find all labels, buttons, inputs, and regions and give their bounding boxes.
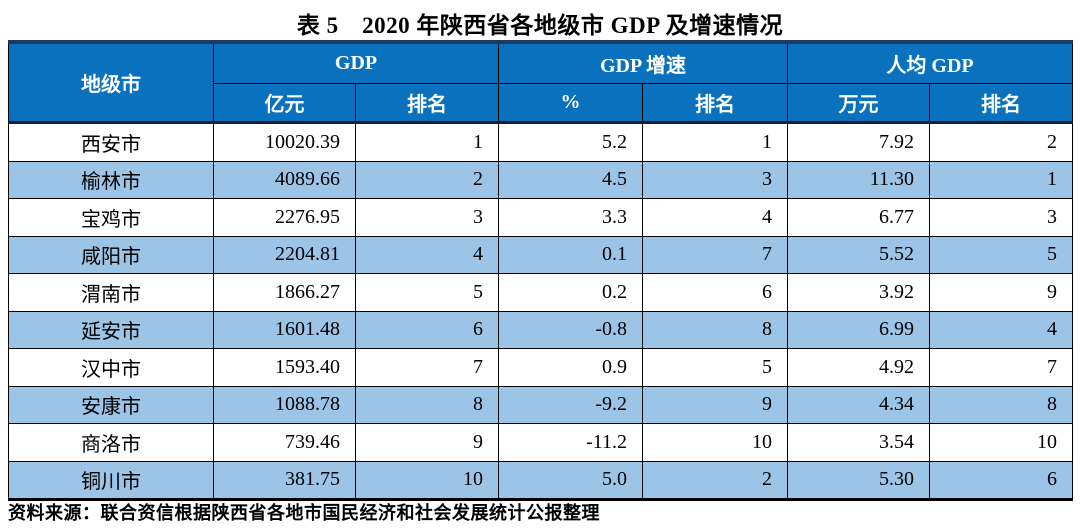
cell-per-capita-rank: 5 [929, 235, 1073, 274]
table-row: 渭南市 1866.27 5 0.2 6 3.92 9 [8, 273, 1073, 312]
cell-city: 西安市 [8, 122, 214, 162]
cell-per-capita: 11.30 [787, 160, 930, 199]
table-row: 咸阳市 2204.81 4 0.1 7 5.52 5 [8, 235, 1073, 274]
cell-gdp: 10020.39 [213, 122, 356, 162]
cell-per-capita: 6.77 [787, 198, 930, 237]
cell-per-capita-rank: 3 [929, 198, 1073, 237]
cell-growth: 5.0 [498, 460, 643, 500]
table-row: 延安市 1601.48 6 -0.8 8 6.99 4 [8, 310, 1073, 349]
header-growth-unit: % [498, 83, 643, 123]
cell-growth-rank: 10 [642, 423, 788, 462]
cell-growth-rank: 3 [642, 160, 788, 199]
table-row: 榆林市 4089.66 2 4.5 3 11.30 1 [8, 160, 1073, 199]
cell-per-capita-rank: 7 [929, 348, 1073, 387]
cell-growth: 5.2 [498, 122, 643, 162]
cell-gdp-rank: 10 [355, 460, 499, 500]
cell-per-capita: 5.30 [787, 460, 930, 500]
cell-growth-rank: 7 [642, 235, 788, 274]
cell-per-capita: 3.54 [787, 423, 930, 462]
cell-growth: 4.5 [498, 160, 643, 199]
cell-gdp: 2276.95 [213, 198, 356, 237]
cell-gdp-rank: 6 [355, 310, 499, 349]
cell-growth-rank: 5 [642, 348, 788, 387]
cell-gdp: 1866.27 [213, 273, 356, 312]
cell-gdp: 739.46 [213, 423, 356, 462]
cell-gdp-rank: 3 [355, 198, 499, 237]
source-note: 资料来源：联合资信根据陕西省各地市国民经济和社会发展统计公报整理 [8, 503, 600, 523]
cell-per-capita: 6.99 [787, 310, 930, 349]
cell-gdp: 1593.40 [213, 348, 356, 387]
cell-per-capita-rank: 8 [929, 385, 1073, 424]
cell-growth: 3.3 [498, 198, 643, 237]
table-header: 地级市 GDP GDP 增速 人均 GDP 亿元 排名 % 排名 万元 排名 [8, 41, 1073, 123]
cell-city: 宝鸡市 [8, 198, 214, 237]
cell-gdp: 4089.66 [213, 160, 356, 199]
header-gdp-unit: 亿元 [213, 83, 356, 123]
cell-growth-rank: 6 [642, 273, 788, 312]
cell-gdp-rank: 8 [355, 385, 499, 424]
table-row: 铜川市 381.75 10 5.0 2 5.30 6 [8, 460, 1073, 500]
cell-city: 渭南市 [8, 273, 214, 312]
cell-per-capita-rank: 10 [929, 423, 1073, 462]
header-group-gdp: GDP [213, 41, 499, 84]
table-row: 商洛市 739.46 9 -11.2 10 3.54 10 [8, 423, 1073, 462]
table-row: 安康市 1088.78 8 -9.2 9 4.34 8 [8, 385, 1073, 424]
cell-growth: -0.8 [498, 310, 643, 349]
header-city: 地级市 [8, 41, 214, 123]
cell-gdp-rank: 4 [355, 235, 499, 274]
cell-gdp-rank: 2 [355, 160, 499, 199]
table-body: 西安市 10020.39 1 5.2 1 7.92 2 榆林市 4089.66 … [8, 122, 1073, 500]
cell-per-capita-rank: 6 [929, 460, 1073, 500]
cell-gdp: 1088.78 [213, 385, 356, 424]
cell-gdp: 381.75 [213, 460, 356, 500]
header-group-growth: GDP 增速 [498, 41, 788, 84]
cell-growth-rank: 9 [642, 385, 788, 424]
cell-per-capita: 5.52 [787, 235, 930, 274]
gdp-table: 地级市 GDP GDP 增速 人均 GDP 亿元 排名 % 排名 万元 排名 西… [8, 40, 1073, 501]
cell-city: 铜川市 [8, 460, 214, 500]
header-gdp-rank: 排名 [355, 83, 499, 123]
cell-gdp-rank: 9 [355, 423, 499, 462]
header-growth-rank: 排名 [642, 83, 788, 123]
cell-per-capita-rank: 2 [929, 122, 1073, 162]
cell-per-capita-rank: 4 [929, 310, 1073, 349]
cell-per-capita: 4.92 [787, 348, 930, 387]
cell-growth: 0.1 [498, 235, 643, 274]
cell-city: 咸阳市 [8, 235, 214, 274]
cell-per-capita: 3.92 [787, 273, 930, 312]
table-row: 汉中市 1593.40 7 0.9 5 4.92 7 [8, 348, 1073, 387]
cell-growth: -9.2 [498, 385, 643, 424]
table-row: 西安市 10020.39 1 5.2 1 7.92 2 [8, 122, 1073, 162]
header-per-capita-rank: 排名 [929, 83, 1073, 123]
cell-growth-rank: 8 [642, 310, 788, 349]
cell-gdp-rank: 5 [355, 273, 499, 312]
cell-city: 安康市 [8, 385, 214, 424]
cell-per-capita-rank: 9 [929, 273, 1073, 312]
cell-gdp-rank: 7 [355, 348, 499, 387]
cell-per-capita: 4.34 [787, 385, 930, 424]
table-row: 宝鸡市 2276.95 3 3.3 4 6.77 3 [8, 198, 1073, 237]
cell-city: 榆林市 [8, 160, 214, 199]
cell-growth: 0.9 [498, 348, 643, 387]
header-group-per-capita: 人均 GDP [787, 41, 1073, 84]
cell-gdp: 2204.81 [213, 235, 356, 274]
cell-city: 延安市 [8, 310, 214, 349]
table-title: 表 5 2020 年陕西省各地级市 GDP 及增速情况 [296, 13, 784, 38]
cell-gdp: 1601.48 [213, 310, 356, 349]
cell-per-capita-rank: 1 [929, 160, 1073, 199]
cell-growth-rank: 4 [642, 198, 788, 237]
header-per-capita-unit: 万元 [787, 83, 930, 123]
cell-city: 商洛市 [8, 423, 214, 462]
cell-growth: -11.2 [498, 423, 643, 462]
cell-growth: 0.2 [498, 273, 643, 312]
cell-city: 汉中市 [8, 348, 214, 387]
cell-growth-rank: 1 [642, 122, 788, 162]
cell-per-capita: 7.92 [787, 122, 930, 162]
cell-growth-rank: 2 [642, 460, 788, 500]
cell-gdp-rank: 1 [355, 122, 499, 162]
